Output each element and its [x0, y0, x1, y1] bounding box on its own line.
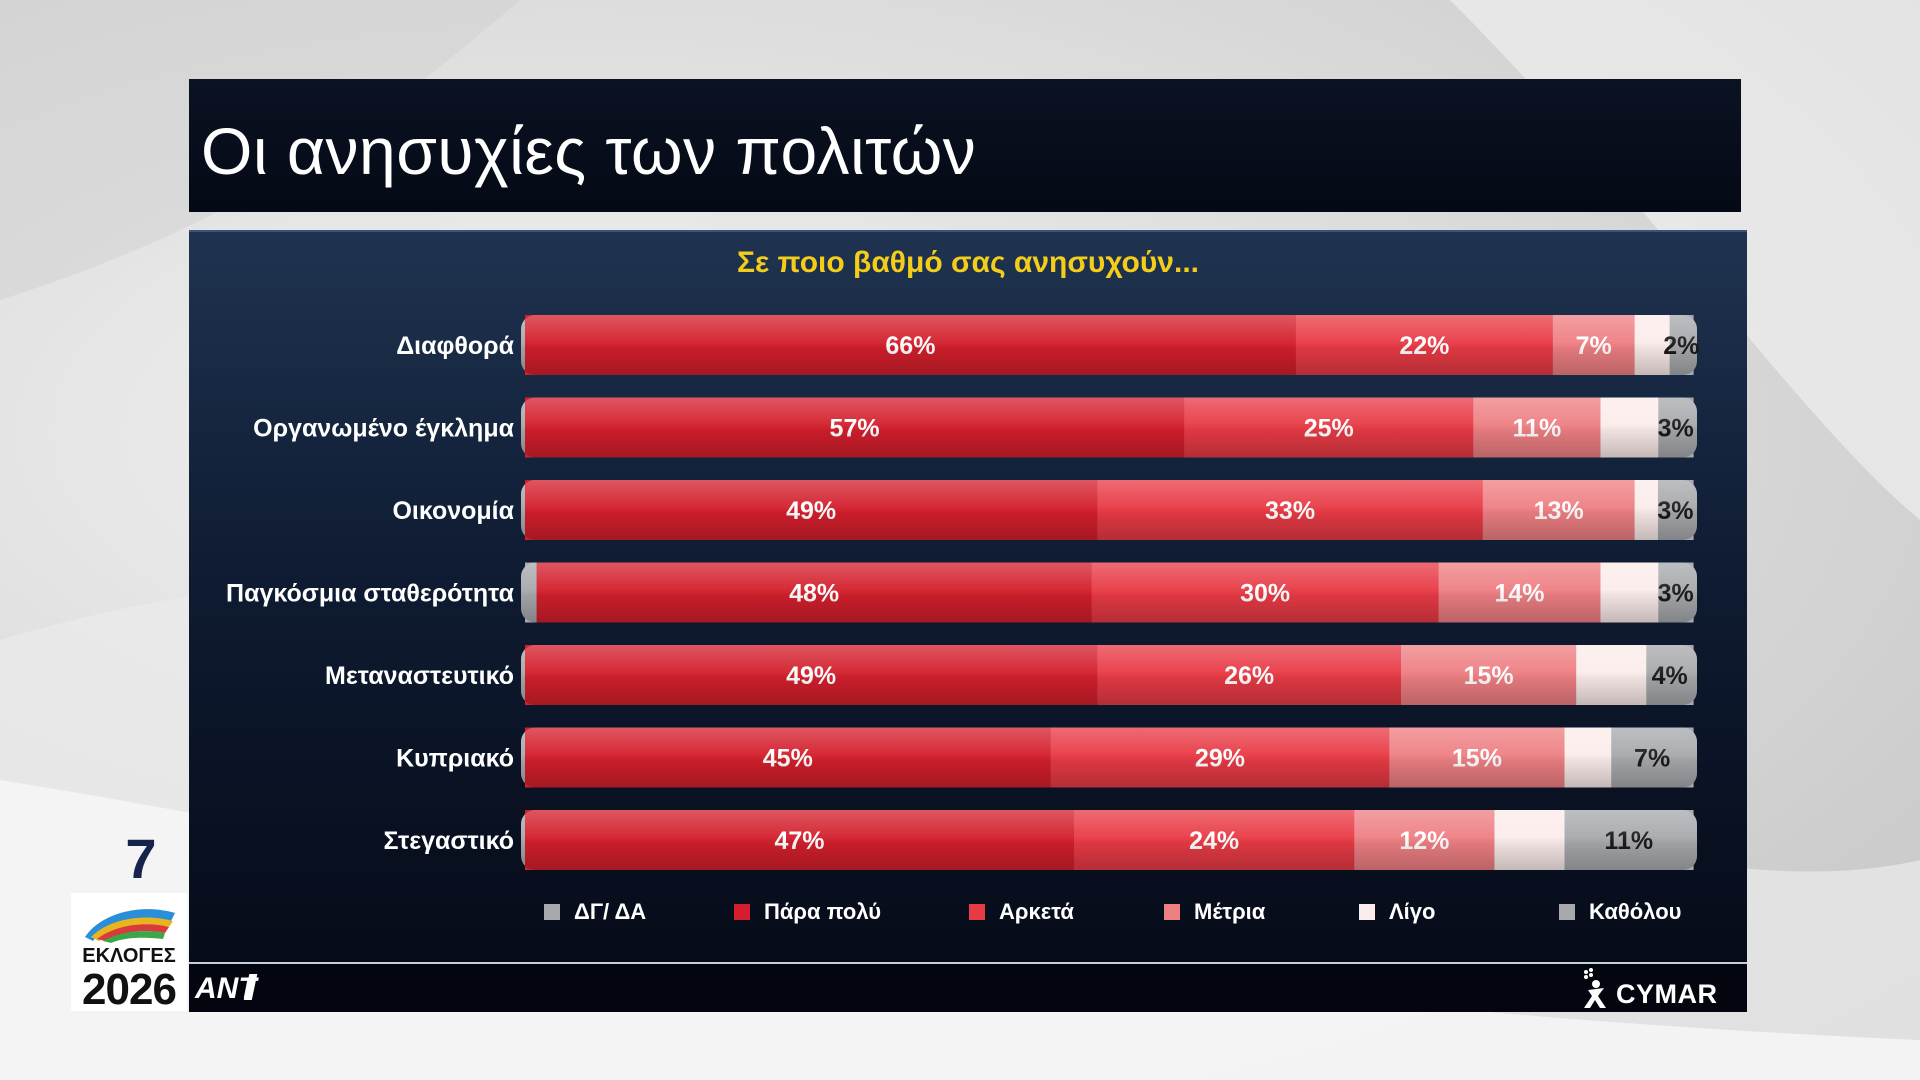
bar-row: 47%24%12%11%	[521, 810, 1697, 870]
bar-row: 45%29%15%7%	[521, 727, 1697, 788]
legend-item: Μέτρια	[1164, 899, 1265, 925]
legend-label: Μέτρια	[1194, 899, 1266, 924]
page-number: 7	[125, 827, 157, 890]
legend-swatch	[1559, 904, 1575, 920]
legend-item: Πάρα πολύ	[734, 899, 881, 925]
legend-swatch	[1164, 904, 1180, 920]
chart-title: Σε ποιο βαθμό σας ανησυχούν...	[736, 246, 1199, 279]
legend-item: Αρκετά	[969, 899, 1074, 925]
legend-item: Λίγο	[1359, 899, 1435, 925]
bar-gloss	[521, 480, 1697, 540]
bar-row: 66%22%7%2%	[521, 315, 1699, 375]
bar-gloss	[521, 315, 1697, 375]
chart-panel: Σε ποιο βαθμό σας ανησυχούν... Διαφθορά6…	[189, 230, 1747, 964]
category-label: Κυπριακό	[396, 745, 514, 773]
election-badge-graphic	[85, 909, 175, 943]
legend-label: Πάρα πολύ	[764, 899, 882, 924]
legend-label: ΔΓ/ ΔΑ	[574, 899, 647, 924]
election-badge: ΕΚΛΟΓΕΣ 2026	[71, 893, 187, 1014]
legend-swatch	[969, 904, 985, 920]
category-label: Διαφθορά	[396, 332, 514, 360]
bar-gloss	[521, 397, 1697, 458]
page-title: Οι ανησυχίες των πολιτών	[201, 114, 977, 188]
bar-gloss	[521, 727, 1697, 788]
legend-label: Λίγο	[1389, 899, 1436, 924]
bar-row: 49%26%15%4%	[521, 645, 1697, 705]
bar-gloss	[521, 562, 1697, 623]
ant1-logo: ANT	[194, 972, 259, 1005]
bar-row: 57%25%11%3%	[521, 397, 1697, 458]
footer-bar	[189, 962, 1747, 1012]
legend-item: ΔΓ/ ΔΑ	[544, 899, 646, 925]
category-label: Στεγαστικό	[384, 827, 514, 855]
cymar-figure-icon	[1584, 968, 1606, 1008]
bar-row: 48%30%14%3%	[521, 562, 1697, 623]
cymar-wordmark: CYMAR	[1616, 979, 1718, 1009]
chart-legend: ΔΓ/ ΔΑ Πάρα πολύ Αρκετά Μέτρια Λίγο Καθόλου	[544, 899, 1914, 929]
category-label: Οικονομία	[392, 497, 514, 525]
election-badge-year: 2026	[82, 965, 177, 1014]
title-bar: Οι ανησυχίες των πολιτών	[189, 79, 1741, 212]
legend-label: Αρκετά	[999, 899, 1074, 924]
category-label: Μεταναστευτικό	[325, 662, 514, 690]
bar-gloss	[521, 810, 1697, 870]
legend-item: Καθόλου	[1559, 899, 1681, 925]
cymar-logo: CYMAR	[1580, 964, 1730, 1010]
category-label: Οργανωμένο έγκλημα	[253, 415, 514, 443]
legend-swatch	[1359, 904, 1375, 920]
bar-gloss	[521, 645, 1697, 705]
legend-label: Καθόλου	[1589, 899, 1682, 924]
category-label: Παγκόσμια σταθερότητα	[226, 580, 515, 608]
legend-swatch	[734, 904, 750, 920]
bar-row: 49%33%13%3%	[521, 480, 1697, 540]
election-badge-label: ΕΚΛΟΓΕΣ	[82, 945, 176, 967]
stacked-bar-chart: Διαφθορά66%22%7%2% Οργανωμένο έγκλημα57%2…	[226, 315, 1699, 870]
legend-swatch	[544, 904, 560, 920]
